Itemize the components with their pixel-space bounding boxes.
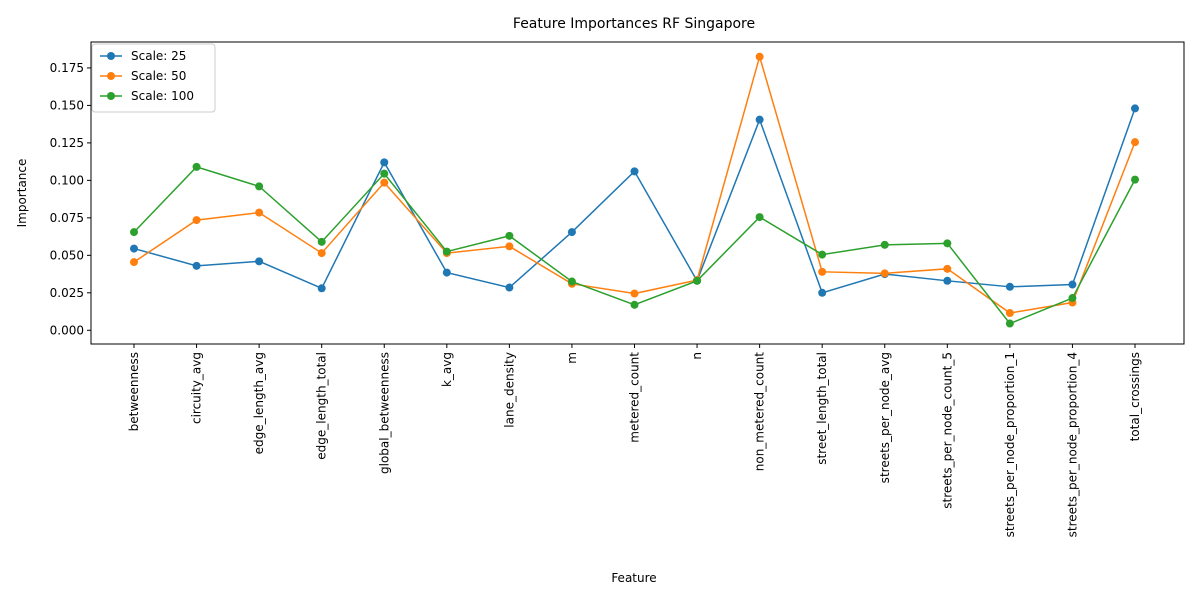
x-axis-label: Feature <box>611 571 656 585</box>
data-point-1 <box>255 257 264 266</box>
data-point-3 <box>818 250 827 259</box>
x-tick-label: edge_length_total <box>315 352 329 460</box>
legend-entry-label: Scale: 50 <box>131 69 186 83</box>
data-point-1 <box>317 284 326 293</box>
data-point-2 <box>380 178 389 187</box>
y-axis: 0.000 0.025 0.050 0.075 0.100 0.125 0.150 0.175 <box>50 61 91 337</box>
x-tick-label: streets_per_node_proportion_1 <box>1003 352 1017 537</box>
data-point-2 <box>317 249 326 258</box>
x-tick-label: streets_per_node_proportion_4 <box>1065 352 1079 537</box>
legend-marker <box>107 92 115 100</box>
axes-frame <box>90 41 1185 345</box>
x-tick-label: m <box>565 352 579 364</box>
x-tick-label: streets_per_node_count_5 <box>940 352 954 509</box>
data-point-2 <box>1005 309 1014 318</box>
legend-entry-label: Scale: 100 <box>131 89 194 103</box>
data-point-2 <box>818 267 827 276</box>
x-tick-label: betweenness <box>127 352 141 431</box>
data-point-3 <box>1068 294 1077 303</box>
data-point-3 <box>567 277 576 286</box>
data-point-3 <box>693 276 702 285</box>
data-point-3 <box>880 240 889 249</box>
y-tick-label: 0.075 <box>50 211 84 225</box>
legend-box <box>91 43 216 113</box>
data-point-3 <box>255 182 264 191</box>
data-point-1 <box>380 158 389 167</box>
data-point-1 <box>755 115 764 124</box>
x-tick-label: global_betweenness <box>377 352 391 474</box>
data-point-1 <box>567 228 576 237</box>
data-point-3 <box>630 300 639 309</box>
data-point-1 <box>1005 282 1014 291</box>
plot-area <box>130 52 1139 328</box>
data-point-2 <box>1131 138 1139 147</box>
data-point-3 <box>317 237 326 246</box>
data-point-3 <box>380 169 389 178</box>
series-line-1 <box>133 108 1136 294</box>
data-point-2 <box>630 289 639 298</box>
legend-entry-label: Scale: 25 <box>131 49 186 63</box>
y-tick-label: 0.050 <box>50 248 84 262</box>
data-point-1 <box>505 283 514 292</box>
y-tick-label: 0.100 <box>50 173 84 187</box>
data-point-2 <box>130 258 138 267</box>
x-axis: betweenness circuity_avg edge_length_avg ed… <box>127 344 1142 537</box>
y-tick-label: 0.175 <box>50 61 84 75</box>
x-tick-label: edge_length_avg <box>252 352 266 454</box>
data-point-2 <box>192 216 201 225</box>
y-tick-label: 0.025 <box>50 286 84 300</box>
data-point-3 <box>943 239 952 248</box>
x-tick-label: k_avg <box>440 352 454 387</box>
x-tick-label: metered_count <box>628 352 642 443</box>
series-line-3 <box>133 166 1136 325</box>
data-point-1 <box>818 288 827 297</box>
series-line-2 <box>133 53 1136 314</box>
data-point-3 <box>505 231 514 240</box>
y-tick-label: 0.000 <box>50 323 84 337</box>
y-tick-label: 0.125 <box>50 136 84 150</box>
data-point-2 <box>755 52 764 61</box>
data-point-3 <box>442 247 451 256</box>
data-point-3 <box>130 228 138 237</box>
data-point-3 <box>192 162 201 171</box>
legend-marker <box>107 72 115 80</box>
y-axis-label: Importance <box>15 159 29 228</box>
legend-marker <box>107 52 115 60</box>
x-tick-label: lane_density <box>502 352 516 428</box>
data-point-1 <box>1068 280 1077 289</box>
data-point-3 <box>755 213 764 222</box>
x-tick-label: streets_per_node_avg <box>878 352 892 483</box>
data-point-2 <box>505 242 514 251</box>
x-tick-label: circuity_avg <box>190 352 204 424</box>
chart-title: Feature Importances RF Singapore <box>513 16 755 32</box>
x-tick-label: total_crossings <box>1128 352 1142 441</box>
data-point-1 <box>130 244 138 253</box>
data-point-1 <box>1131 104 1139 113</box>
data-point-2 <box>880 269 889 278</box>
data-point-3 <box>1005 319 1014 328</box>
x-tick-label: non_metered_count <box>753 352 767 472</box>
data-point-2 <box>255 208 264 217</box>
data-point-3 <box>1131 175 1139 184</box>
y-tick-label: 0.150 <box>50 98 84 112</box>
data-point-1 <box>192 261 201 270</box>
data-point-1 <box>943 276 952 285</box>
x-tick-label: street_length_total <box>815 352 829 465</box>
x-tick-label: n <box>690 352 704 360</box>
data-point-1 <box>630 167 639 176</box>
data-point-2 <box>943 264 952 273</box>
data-point-1 <box>442 268 451 277</box>
legend: Scale: 25 Scale: 50 Scale: 100 <box>91 43 216 113</box>
